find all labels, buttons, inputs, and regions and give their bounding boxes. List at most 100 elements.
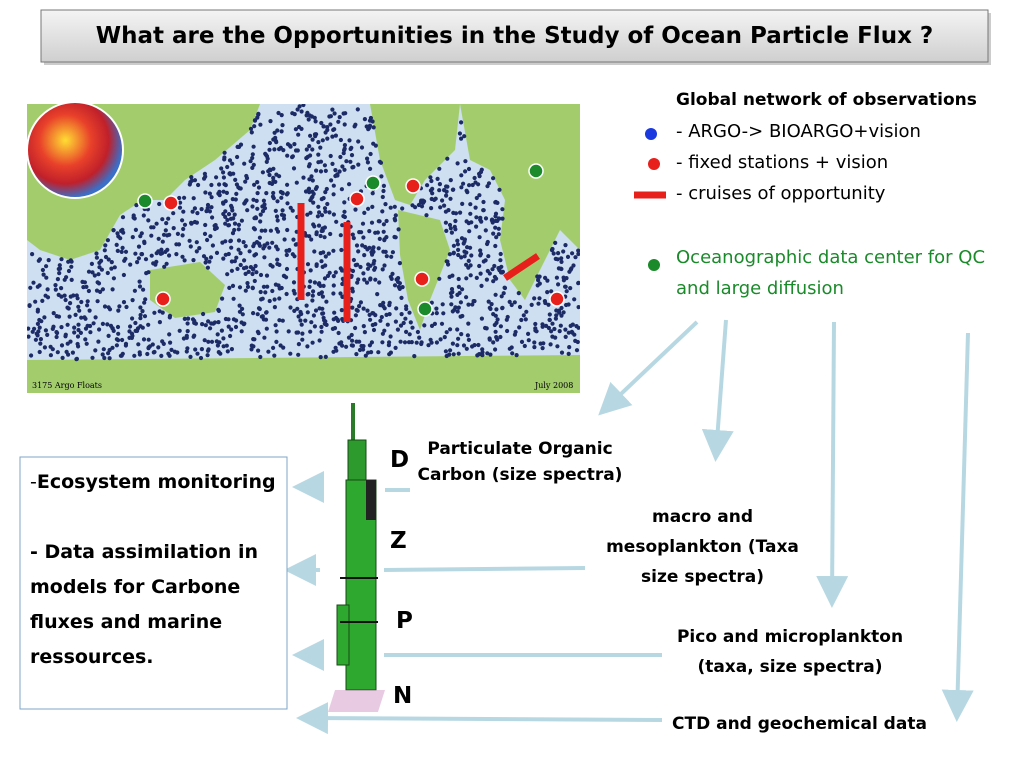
float-dot	[285, 191, 290, 196]
float-dot	[133, 251, 138, 256]
float-dot	[265, 241, 270, 246]
float-dot	[285, 142, 291, 147]
float-dot	[44, 264, 49, 269]
float-dot	[311, 313, 316, 318]
float-dot	[59, 325, 64, 330]
float-dot	[185, 321, 190, 326]
float-dot	[339, 247, 344, 253]
float-dot	[382, 263, 387, 268]
float-dot	[466, 321, 471, 326]
float-dot	[214, 339, 219, 344]
float-dot	[433, 196, 438, 201]
float-dot	[553, 240, 558, 245]
float-dot	[109, 260, 114, 265]
float-dot	[262, 255, 267, 260]
float-dot	[559, 350, 565, 355]
float-dot	[251, 144, 256, 149]
float-dot	[237, 285, 243, 290]
float-dot	[100, 321, 105, 326]
float-dot	[83, 337, 88, 342]
float-dot	[462, 254, 467, 259]
float-dot	[317, 210, 322, 215]
float-dot	[412, 354, 417, 359]
float-dot	[473, 205, 478, 210]
float-dot	[491, 340, 496, 345]
float-dot	[359, 145, 365, 150]
float-dot	[132, 216, 137, 221]
float-dot	[549, 289, 554, 294]
float-dot	[164, 261, 169, 266]
float-dot	[451, 352, 456, 357]
float-dot	[448, 327, 453, 332]
float-dot	[321, 311, 326, 316]
float-dot	[333, 270, 338, 275]
float-dot	[333, 168, 338, 173]
float-dot	[314, 232, 319, 237]
float-dot	[356, 277, 361, 282]
arrow	[816, 321, 849, 608]
float-dot	[563, 284, 568, 289]
float-dot	[90, 355, 95, 360]
float-dot	[121, 300, 127, 305]
float-dot	[274, 329, 279, 334]
float-dot	[311, 289, 316, 294]
float-dot	[487, 305, 492, 310]
float-dot	[455, 343, 460, 348]
float-dot	[135, 328, 140, 333]
float-dot	[443, 220, 448, 225]
float-dot	[315, 214, 320, 219]
float-dot	[483, 216, 489, 221]
float-dot	[474, 224, 479, 229]
float-dot	[156, 236, 161, 241]
float-dot	[390, 250, 395, 255]
float-dot	[238, 186, 243, 191]
float-dot	[160, 217, 165, 222]
float-dot	[171, 226, 176, 231]
float-dot	[453, 305, 458, 310]
float-dot	[273, 323, 278, 328]
float-dot	[351, 236, 356, 241]
float-dot	[458, 300, 463, 305]
float-dot	[200, 322, 205, 327]
float-dot	[255, 191, 260, 196]
float-dot	[558, 323, 563, 328]
float-dot	[296, 352, 301, 357]
instrument-body	[345, 479, 377, 691]
float-dot	[308, 133, 313, 138]
float-dot	[381, 304, 386, 309]
float-dot	[459, 185, 464, 190]
float-dot	[198, 355, 204, 361]
float-dot	[322, 163, 327, 168]
float-dot	[264, 310, 269, 315]
float-dot	[226, 324, 231, 329]
float-dot	[318, 233, 323, 239]
float-dot	[552, 326, 557, 332]
float-dot	[120, 245, 125, 250]
float-dot	[41, 272, 46, 277]
float-dot	[257, 306, 262, 312]
float-dot	[267, 167, 272, 172]
float-dot	[171, 211, 176, 216]
float-dot	[254, 198, 259, 203]
float-dot	[551, 251, 556, 256]
legend-argo-icon	[645, 128, 657, 140]
float-dot	[491, 279, 496, 284]
float-dot	[146, 218, 151, 223]
float-dot	[37, 349, 42, 355]
float-dot	[459, 255, 464, 260]
float-dot	[145, 351, 150, 357]
float-dot	[375, 292, 380, 297]
float-dot	[229, 259, 234, 264]
depth-label: P	[396, 608, 413, 634]
float-dot	[62, 293, 67, 298]
float-dot	[338, 233, 343, 238]
float-dot	[299, 126, 304, 131]
measurement-label: macro and mesoplankton (Taxa size spectr…	[606, 507, 799, 587]
float-dot	[250, 152, 255, 157]
float-dot	[474, 195, 479, 201]
float-dot	[489, 302, 494, 307]
float-dot	[328, 231, 333, 237]
float-dot	[555, 344, 560, 349]
float-dot	[396, 284, 401, 290]
float-dot	[72, 330, 77, 335]
